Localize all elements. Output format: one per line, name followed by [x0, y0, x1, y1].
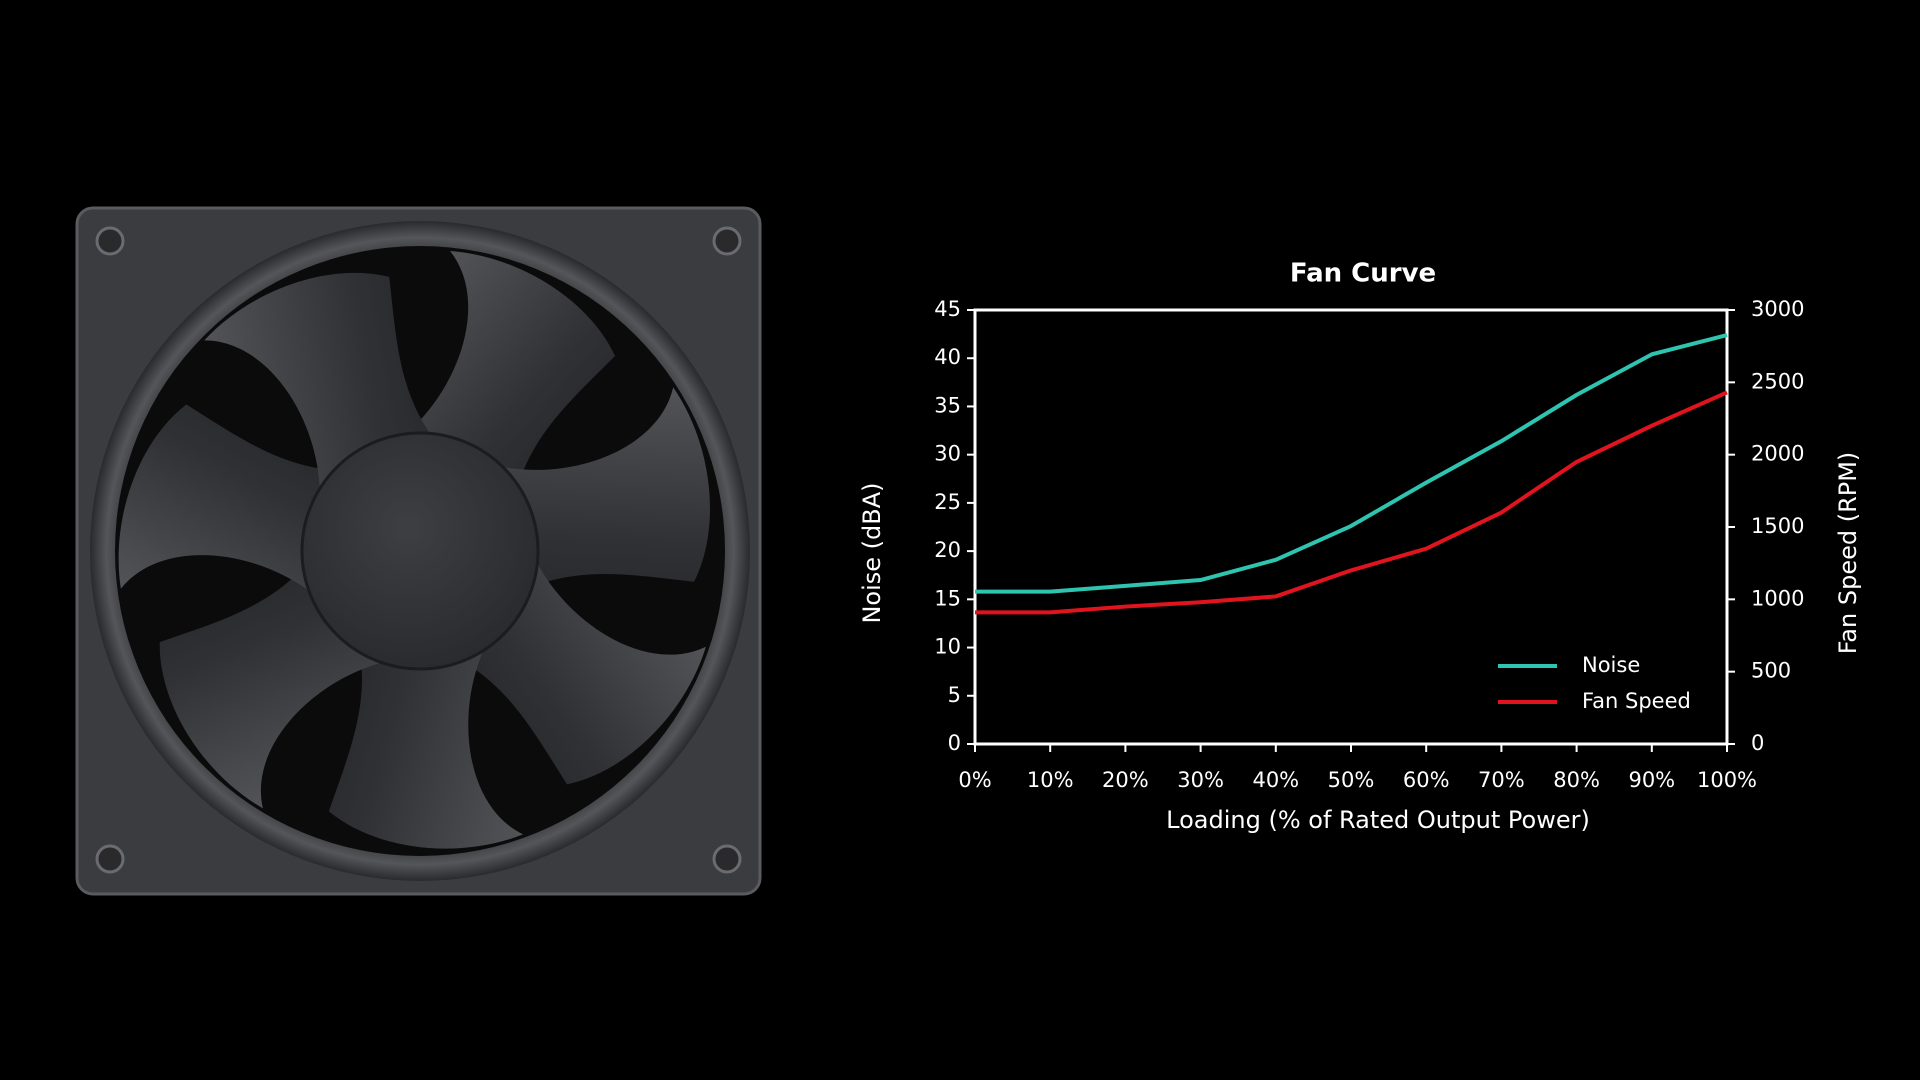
y-tick-label: 10 [934, 635, 961, 659]
legend-label: Fan Speed [1582, 689, 1691, 713]
fan-hub [300, 431, 540, 671]
y-tick-label: 0 [948, 731, 961, 755]
screw [95, 226, 125, 256]
y-tick-label: 15 [934, 586, 961, 610]
y2-tick-label: 1500 [1751, 514, 1804, 538]
screw [712, 226, 742, 256]
y-tick-label: 25 [934, 490, 961, 514]
chart-title: Fan Curve [1290, 259, 1436, 289]
y2-tick-label: 1000 [1751, 586, 1804, 610]
fan-screws [95, 226, 742, 874]
x-tick-label: 70% [1478, 768, 1525, 792]
x-tick-label: 10% [1027, 768, 1074, 792]
fan-illustration [75, 206, 777, 906]
x-axis-label: Loading (% of Rated Output Power) [1166, 806, 1590, 834]
y2-tick-label: 500 [1751, 659, 1791, 683]
y2-tick-label: 3000 [1751, 297, 1804, 321]
y2-axis-label: Fan Speed (RPM) [1834, 452, 1862, 655]
screw [712, 844, 742, 874]
y-tick-label: 35 [934, 393, 961, 417]
x-tick-label: 20% [1102, 768, 1149, 792]
y-tick-label: 5 [948, 683, 961, 707]
y-tick-label: 20 [934, 538, 961, 562]
series-line [975, 333, 1728, 594]
legend-label: Noise [1582, 653, 1640, 677]
x-tick-label: 80% [1553, 768, 1600, 792]
y-tick-label: 40 [934, 345, 961, 369]
x-tick-label: 90% [1628, 768, 1675, 792]
x-tick-label: 100% [1697, 768, 1757, 792]
fan-blades [84, 211, 777, 906]
x-tick-label: 50% [1328, 768, 1375, 792]
y-tick-label: 45 [934, 297, 961, 321]
y2-tick-label: 2000 [1751, 442, 1804, 466]
y-axis-label: Noise (dBA) [858, 482, 886, 623]
y2-tick-label: 0 [1751, 731, 1764, 755]
x-tick-label: 60% [1403, 768, 1450, 792]
x-tick-label: 0% [958, 768, 991, 792]
y2-tick-label: 2500 [1751, 369, 1804, 393]
series-line [975, 390, 1728, 615]
screw [95, 844, 125, 874]
x-tick-label: 30% [1177, 768, 1224, 792]
y-tick-label: 30 [934, 442, 961, 466]
fan-blade [400, 251, 615, 496]
x-tick-label: 40% [1252, 768, 1299, 792]
